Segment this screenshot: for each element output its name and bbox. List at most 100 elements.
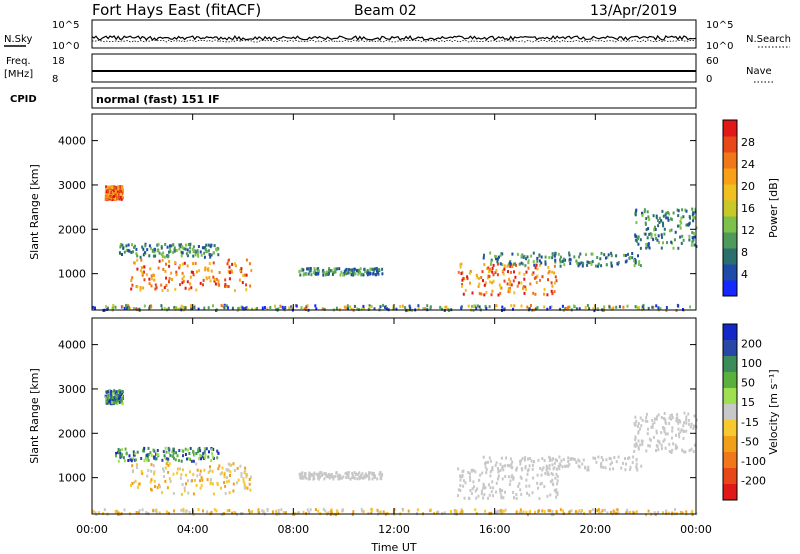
heatmap-cell xyxy=(189,246,192,250)
heatmap-cell xyxy=(368,476,371,480)
heatmap-cell xyxy=(125,303,128,307)
y-tick-label: 4000 xyxy=(58,135,86,148)
heatmap-cell xyxy=(243,471,246,475)
heatmap-cell xyxy=(257,508,260,512)
heatmap-cell xyxy=(335,510,338,514)
heatmap-cell xyxy=(424,307,427,311)
heatmap-cell xyxy=(190,304,193,308)
heatmap-cell xyxy=(637,422,640,425)
heatmap-cell xyxy=(315,472,318,476)
heatmap-cell xyxy=(489,263,492,266)
heatmap-cell xyxy=(103,508,106,512)
heatmap-cell xyxy=(224,284,226,288)
heatmap-cell xyxy=(601,509,604,513)
heatmap-cell xyxy=(504,508,507,512)
heatmap-cell xyxy=(158,511,161,515)
heatmap-cell xyxy=(503,267,506,271)
heatmap-cell xyxy=(180,492,183,496)
heatmap-cell xyxy=(155,452,157,456)
heatmap-cell xyxy=(263,306,266,309)
heatmap-cell xyxy=(181,262,184,266)
heatmap-cell xyxy=(176,454,179,458)
heatmap-cell xyxy=(110,190,113,194)
heatmap-cell xyxy=(633,259,635,263)
heatmap-cell xyxy=(540,261,543,265)
heatmap-cell xyxy=(104,195,107,198)
heatmap-cell xyxy=(162,267,165,271)
heatmap-cell xyxy=(360,273,363,277)
heatmap-cell xyxy=(620,466,623,470)
heatmap-cell xyxy=(335,306,338,310)
noise-left-label: N.Sky xyxy=(4,34,32,45)
heatmap-cell xyxy=(207,249,210,253)
heatmap-cell xyxy=(555,490,558,494)
heatmap-cell xyxy=(477,494,480,498)
heatmap-cell xyxy=(545,468,548,472)
colorbar-label: Velocity [m s⁻¹] xyxy=(767,369,780,454)
heatmap-cell xyxy=(511,264,514,268)
x-tick-label: 04:00 xyxy=(177,523,209,536)
heatmap-cell xyxy=(201,478,204,482)
heatmap-cell xyxy=(314,508,317,512)
heatmap-cell xyxy=(520,459,523,463)
heatmap-cell xyxy=(546,471,549,475)
heatmap-cell xyxy=(192,271,194,274)
heatmap-cell xyxy=(183,489,186,493)
heatmap-cell xyxy=(526,305,529,309)
heatmap-cell xyxy=(635,466,638,470)
heatmap-cell xyxy=(655,214,658,218)
heatmap-cell xyxy=(114,510,117,514)
heatmap-cell xyxy=(445,305,448,309)
heatmap-cell xyxy=(233,469,236,472)
heatmap-cell xyxy=(546,293,549,297)
heatmap-cell xyxy=(608,456,611,460)
heatmap-cell xyxy=(175,273,178,277)
heatmap-cell xyxy=(467,471,470,474)
heatmap-cell xyxy=(629,465,632,469)
heatmap-cell xyxy=(484,281,487,285)
heatmap-cell xyxy=(210,448,213,452)
heatmap-cell xyxy=(310,273,313,277)
heatmap-cell xyxy=(176,467,179,471)
heatmap-cell xyxy=(622,305,625,309)
heatmap-cell xyxy=(106,189,109,192)
heatmap-cell xyxy=(520,261,523,265)
heatmap-cell xyxy=(313,471,316,475)
heatmap-cell xyxy=(472,468,475,472)
heatmap-cell xyxy=(170,244,173,248)
heatmap-cell xyxy=(121,448,124,452)
heatmap-cell xyxy=(629,255,632,259)
heatmap-cell xyxy=(668,416,671,420)
heatmap-cell xyxy=(368,306,371,310)
heatmap-cell xyxy=(489,459,492,463)
heatmap-cell xyxy=(536,259,539,263)
heatmap-cell xyxy=(524,264,527,268)
heatmap-cell xyxy=(689,216,691,220)
heatmap-cell xyxy=(148,277,151,281)
heatmap-cell xyxy=(150,469,153,473)
heatmap-cell xyxy=(549,306,552,310)
heatmap-cell xyxy=(534,276,537,280)
heatmap-cell xyxy=(94,511,97,515)
heatmap-cell xyxy=(215,509,218,513)
heatmap-cell xyxy=(358,471,361,475)
heatmap-cell xyxy=(500,252,503,256)
heatmap-cell xyxy=(633,444,636,448)
heatmap-cell xyxy=(189,447,192,450)
heatmap-cell xyxy=(660,246,663,250)
heatmap-cell xyxy=(678,435,681,439)
heatmap-cell xyxy=(175,451,178,455)
heatmap-cell xyxy=(499,291,502,295)
heatmap-cell xyxy=(182,454,184,458)
heatmap-cell xyxy=(213,244,216,248)
heatmap-cell xyxy=(188,510,191,514)
heatmap-cell xyxy=(148,306,151,310)
heatmap-cell xyxy=(662,221,664,225)
y-tick-label: 2000 xyxy=(58,427,86,440)
heatmap-cell xyxy=(139,255,142,259)
colorbar-swatch xyxy=(723,452,737,469)
heatmap-cell xyxy=(121,191,124,195)
heatmap-cell xyxy=(145,511,148,515)
heatmap-cell xyxy=(173,246,176,250)
heatmap-cell xyxy=(409,306,412,310)
